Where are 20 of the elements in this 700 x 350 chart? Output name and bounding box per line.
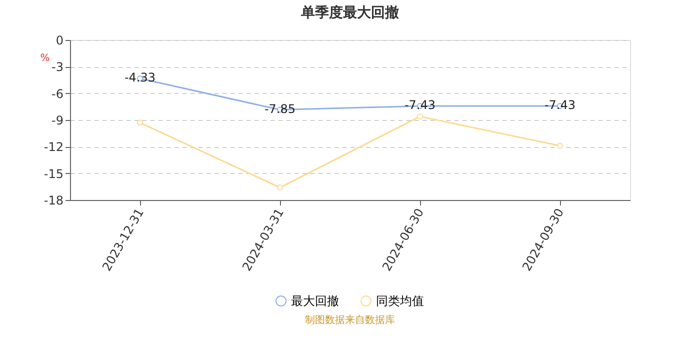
y-tick-label: 0: [56, 34, 64, 48]
y-tick-label: -6: [52, 86, 64, 101]
data-label: -7.43: [544, 98, 576, 112]
chart-title: 单季度最大回撤: [300, 4, 399, 21]
y-tick-label: -18: [44, 194, 64, 208]
y-tick-label: -9: [52, 114, 64, 128]
point: [557, 142, 563, 149]
text: 制图数据来自数据库: [305, 314, 395, 326]
y-axis-title: %: [40, 53, 50, 64]
point: [277, 184, 283, 191]
point: [137, 120, 143, 126]
data-label: -7.85: [264, 102, 296, 116]
data-label: -4.33: [124, 70, 156, 84]
y-tick-label: -15: [44, 166, 64, 181]
y-tick-label: -3: [52, 60, 64, 74]
y-tick-label: -12: [44, 140, 64, 154]
point: [417, 113, 423, 120]
legend-label: 同类均值: [376, 294, 424, 308]
data-label: -7.43: [404, 98, 436, 112]
legend-label: 最大回撤: [291, 294, 339, 308]
